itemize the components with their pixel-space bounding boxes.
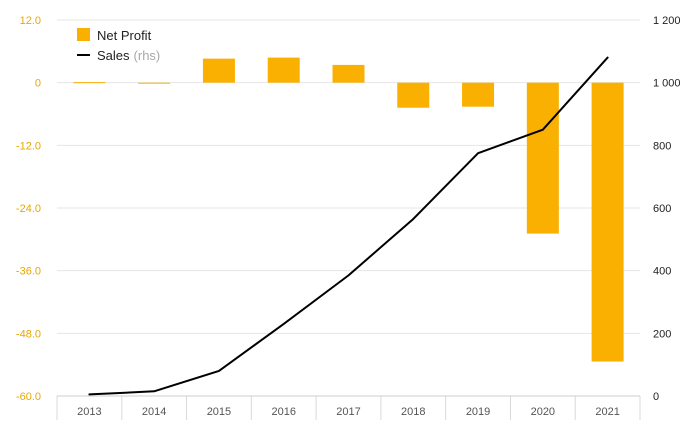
sales-line xyxy=(88,56,609,396)
legend-net-profit-swatch xyxy=(77,28,90,41)
y-left-tick-label: 0 xyxy=(35,78,41,90)
net-profit-bar xyxy=(591,82,624,362)
x-tick-label: 2013 xyxy=(77,406,101,418)
net-profit-bar xyxy=(138,82,171,84)
y-left-tick-label: -12.0 xyxy=(16,140,41,152)
x-tick-label: 2016 xyxy=(271,406,295,418)
legend-net-profit-label: Net Profit xyxy=(97,28,152,43)
x-tick-label: 2014 xyxy=(142,406,166,418)
y-right-tick-label: 600 xyxy=(653,203,671,215)
y-left-tick-label: -60.0 xyxy=(16,391,41,403)
net-profit-bars xyxy=(73,57,624,362)
y-right-tick-label: 1 200 xyxy=(653,15,681,27)
y-left-tick-label: 12.0 xyxy=(20,15,41,27)
y-left-tick-label: -24.0 xyxy=(16,203,41,215)
x-tick-label: 2017 xyxy=(336,406,360,418)
net-profit-bar xyxy=(332,64,365,83)
axes: 12.0 0 -12.0 -24.0 -36.0 -48.0 -60.0 1 200 1 000… xyxy=(16,15,681,418)
sales-line-layer xyxy=(88,56,609,396)
legend: Net Profit Sales (rhs) xyxy=(77,28,160,63)
net-profit-bar xyxy=(462,82,495,107)
net-profit-bar xyxy=(73,82,106,84)
legend-sales-name: Sales xyxy=(97,48,130,63)
net-profit-bar xyxy=(526,82,559,234)
net-profit-bar xyxy=(397,82,430,108)
net-profit-bar xyxy=(267,57,300,83)
net-profit-bar xyxy=(202,58,235,83)
x-tick-label: 2020 xyxy=(531,406,555,418)
y-right-tick-label: 400 xyxy=(653,266,671,278)
x-tick-label: 2019 xyxy=(466,406,490,418)
x-tick-label: 2018 xyxy=(401,406,425,418)
x-tick-label: 2015 xyxy=(207,406,231,418)
y-right-tick-label: 1 000 xyxy=(653,78,681,90)
y-right-tick-label: 200 xyxy=(653,328,671,340)
y-left-tick-label: -36.0 xyxy=(16,266,41,278)
legend-sales-suffix: (rhs) xyxy=(134,48,161,63)
legend-sales-label: Sales (rhs) xyxy=(97,48,160,63)
y-left-tick-label: -48.0 xyxy=(16,328,41,340)
y-right-tick-label: 0 xyxy=(653,391,659,403)
y-right-tick-label: 800 xyxy=(653,140,671,152)
x-tick-label: 2021 xyxy=(595,406,619,418)
